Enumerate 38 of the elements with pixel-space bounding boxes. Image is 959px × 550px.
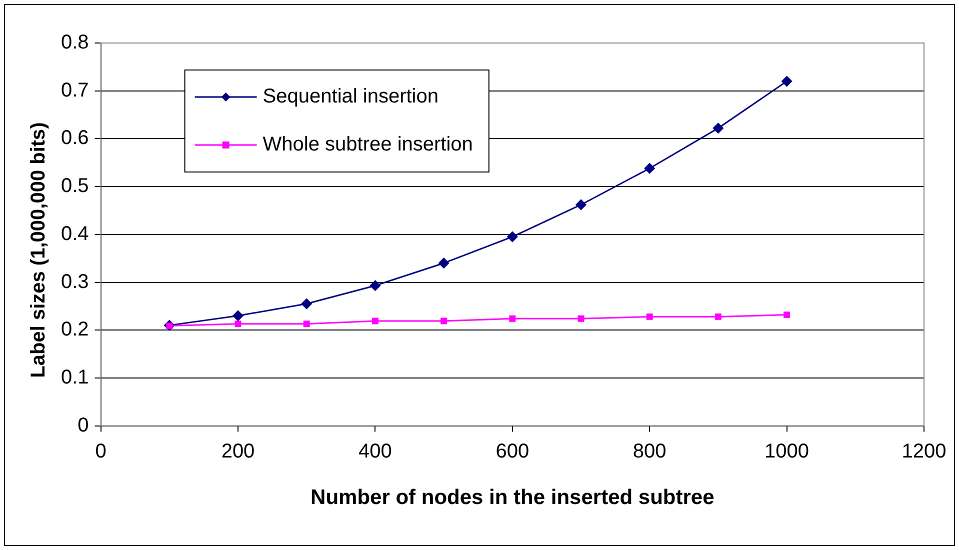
y-tick-label: 0.5 xyxy=(60,175,89,198)
point xyxy=(234,320,242,328)
point xyxy=(372,318,378,324)
point xyxy=(646,313,653,320)
x-tick-label: 200 xyxy=(221,440,255,462)
point xyxy=(438,258,450,268)
point xyxy=(784,312,790,318)
x-tick-label: 1000 xyxy=(764,440,810,462)
point xyxy=(232,310,244,321)
x-tick-label: 800 xyxy=(632,440,666,462)
x-tick-label: 1200 xyxy=(902,440,946,462)
y-tick-label: 0.7 xyxy=(60,79,89,102)
y-tick-label: 0.3 xyxy=(60,270,89,293)
y-tick-label: 0.4 xyxy=(60,222,89,245)
point xyxy=(714,313,722,320)
point xyxy=(440,318,448,324)
point xyxy=(509,315,516,322)
y-axis-title: Label sizes (1,000,000 bits) xyxy=(28,122,50,378)
point xyxy=(712,122,724,134)
y-tick-label: 0.2 xyxy=(60,318,89,341)
legend-label: Sequential insertion xyxy=(262,86,438,108)
point xyxy=(576,199,586,210)
point xyxy=(782,76,792,87)
y-tick-label: 0 xyxy=(78,414,89,436)
y-tick-label: 0.1 xyxy=(60,366,89,388)
y-tick-label: 0.8 xyxy=(60,32,89,54)
point xyxy=(644,163,655,174)
point xyxy=(507,232,518,242)
point xyxy=(370,280,380,291)
x-axis-title: Number of nodes in the inserted subtree xyxy=(310,486,714,510)
point xyxy=(301,298,312,310)
point xyxy=(303,320,310,328)
point xyxy=(578,315,584,322)
x-tick-label: 600 xyxy=(496,440,530,462)
x-tick-label: 400 xyxy=(358,440,392,462)
x-tick-label: 0 xyxy=(95,440,106,462)
y-tick-label: 0.6 xyxy=(60,127,89,150)
legend-label: Whole subtree insertion xyxy=(262,134,473,156)
